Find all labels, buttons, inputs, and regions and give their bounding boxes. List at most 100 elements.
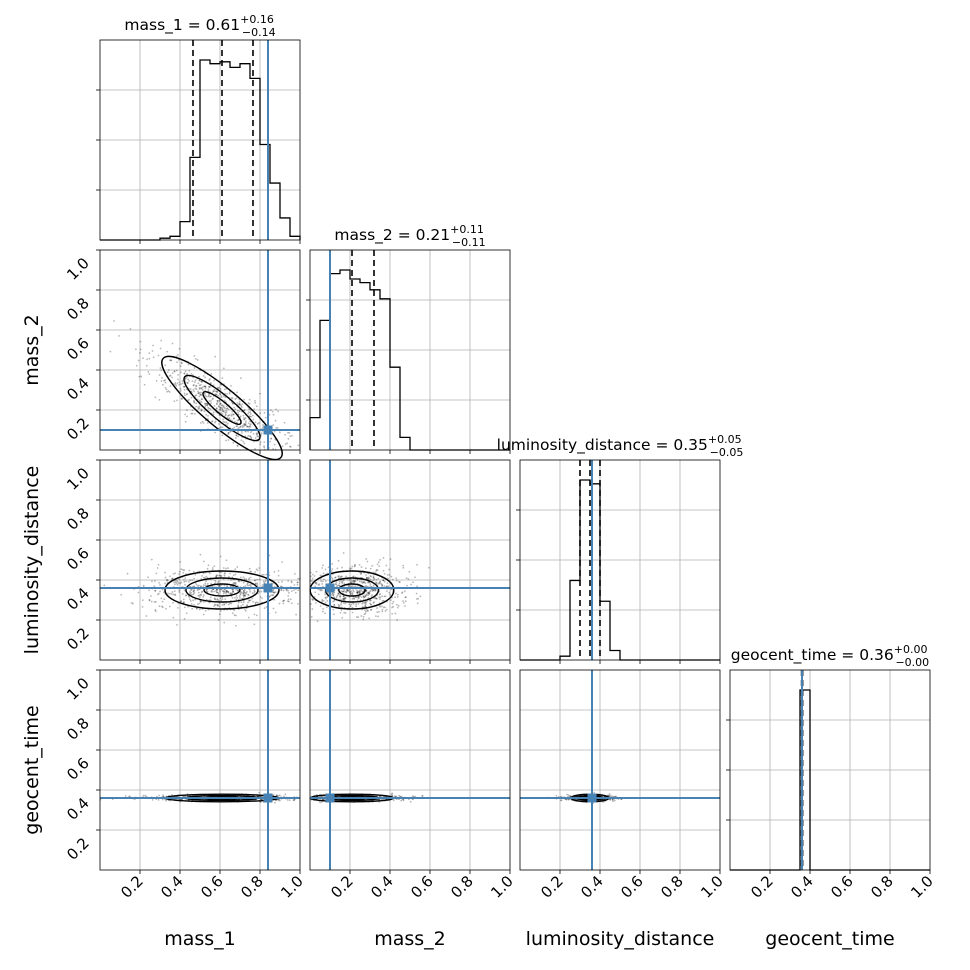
sample-point — [192, 593, 195, 595]
sample-point — [202, 584, 205, 586]
sample-point — [243, 594, 246, 596]
sample-point — [365, 558, 368, 560]
sample-point — [404, 600, 407, 603]
sample-point — [355, 596, 357, 599]
sample-point — [192, 570, 195, 573]
sample-point — [343, 597, 346, 600]
sample-point — [362, 581, 365, 583]
sample-point — [171, 577, 174, 580]
sample-point — [154, 610, 157, 612]
sample-point — [317, 593, 320, 596]
sample-point — [183, 606, 186, 609]
sample-point — [216, 403, 218, 406]
sample-point — [339, 595, 342, 598]
sample-point — [179, 387, 182, 390]
sample-point — [234, 398, 237, 401]
sample-point — [145, 615, 148, 617]
sample-point — [381, 583, 384, 586]
sample-point — [345, 575, 347, 578]
sample-point — [214, 598, 217, 601]
sample-point — [223, 591, 226, 593]
sample-point — [263, 607, 266, 610]
sample-point — [287, 431, 289, 434]
sample-point — [315, 581, 318, 584]
sample-point — [253, 408, 256, 410]
sample-point — [394, 612, 397, 615]
sample-point — [161, 605, 163, 608]
sample-point — [193, 589, 196, 592]
sample-point — [170, 359, 172, 362]
sample-point — [180, 362, 183, 365]
sample-point — [175, 384, 178, 387]
sample-point — [153, 601, 156, 603]
sample-point — [233, 426, 236, 429]
sample-point — [140, 375, 143, 378]
sample-point — [369, 589, 372, 592]
sample-point — [250, 415, 253, 418]
sample-point — [252, 432, 255, 435]
sample-point — [384, 610, 387, 612]
sample-point — [238, 403, 240, 406]
sample-point — [311, 573, 314, 576]
sample-point — [202, 572, 205, 575]
sample-point — [199, 393, 202, 396]
histogram-luminosity_distance — [520, 479, 720, 661]
sample-point — [325, 606, 328, 608]
sample-point — [235, 594, 238, 597]
sample-point — [387, 585, 390, 588]
sample-point — [155, 572, 158, 575]
sample-point — [201, 386, 204, 389]
sample-point — [289, 445, 292, 448]
sample-point — [254, 571, 257, 573]
sample-point — [270, 594, 272, 597]
x-tick-label: 0.2 — [747, 872, 777, 902]
sample-point — [224, 411, 227, 414]
sample-point — [324, 568, 327, 571]
sample-point — [218, 605, 221, 608]
x-tick-label: 0.4 — [787, 872, 817, 902]
sample-point — [218, 589, 221, 592]
sample-point — [277, 574, 280, 577]
sample-point — [225, 602, 228, 605]
sample-point — [233, 583, 236, 586]
sample-point — [345, 591, 348, 594]
sample-point — [188, 379, 190, 382]
sample-point — [180, 568, 183, 571]
sample-point — [335, 595, 338, 598]
sample-point — [370, 609, 372, 611]
sample-point — [198, 384, 201, 387]
sample-point — [242, 597, 245, 599]
sample-point — [232, 582, 235, 584]
sample-point — [193, 355, 196, 357]
sample-point — [569, 794, 571, 797]
sample-point — [198, 602, 201, 605]
sample-point — [188, 598, 191, 601]
sample-point — [239, 597, 241, 599]
sample-point — [363, 609, 366, 612]
sample-point — [226, 422, 229, 425]
sample-point — [225, 567, 227, 570]
sample-point — [142, 357, 144, 360]
sample-point — [184, 377, 187, 380]
sample-point — [273, 570, 276, 573]
sample-point — [261, 597, 263, 600]
sample-point — [197, 591, 200, 594]
sample-point — [221, 596, 224, 599]
sample-point — [223, 388, 226, 391]
sample-point — [192, 384, 195, 387]
sample-point — [412, 795, 415, 798]
sample-point — [163, 379, 165, 382]
sample-point — [319, 605, 322, 607]
sample-point — [377, 582, 380, 585]
sample-point — [218, 399, 221, 402]
sample-point — [297, 603, 299, 605]
sample-point — [226, 393, 229, 395]
sample-point — [240, 439, 243, 442]
sample-point — [173, 370, 176, 372]
sample-point — [244, 422, 247, 424]
sample-point — [351, 585, 353, 587]
sample-point — [416, 585, 419, 588]
sample-point — [192, 590, 195, 593]
sample-point — [213, 565, 216, 568]
